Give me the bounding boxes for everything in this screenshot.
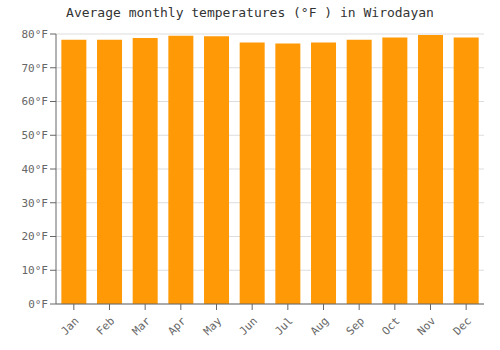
svg-text:Sep: Sep [344,315,367,338]
svg-text:Aug: Aug [308,315,331,338]
svg-text:60°F: 60°F [22,95,49,108]
svg-text:10°F: 10°F [22,264,49,277]
svg-text:20°F: 20°F [22,230,49,243]
svg-text:Apr: Apr [165,314,189,338]
svg-text:80°F: 80°F [22,28,49,41]
svg-text:40°F: 40°F [22,163,49,176]
html-text:Average monthly temperatures (: Average monthly temperatures (°F ) in Wi… [66,5,434,20]
svg-text:Jan: Jan [58,315,81,338]
svg-text:Dec: Dec [451,315,474,338]
svg-text:Jul: Jul [272,315,295,338]
svg-text:Oct: Oct [379,315,402,338]
svg-text:Jun: Jun [237,315,260,338]
svg-text:30°F: 30°F [22,197,49,210]
svg-text:May: May [201,314,225,338]
svg-text:70°F: 70°F [22,62,49,75]
svg-text:Feb: Feb [94,315,117,338]
svg-text:0°F: 0°F [28,298,48,311]
svg-text:50°F: 50°F [22,129,49,142]
svg-text:Mar: Mar [130,314,154,338]
svg-text:Nov: Nov [415,314,439,338]
